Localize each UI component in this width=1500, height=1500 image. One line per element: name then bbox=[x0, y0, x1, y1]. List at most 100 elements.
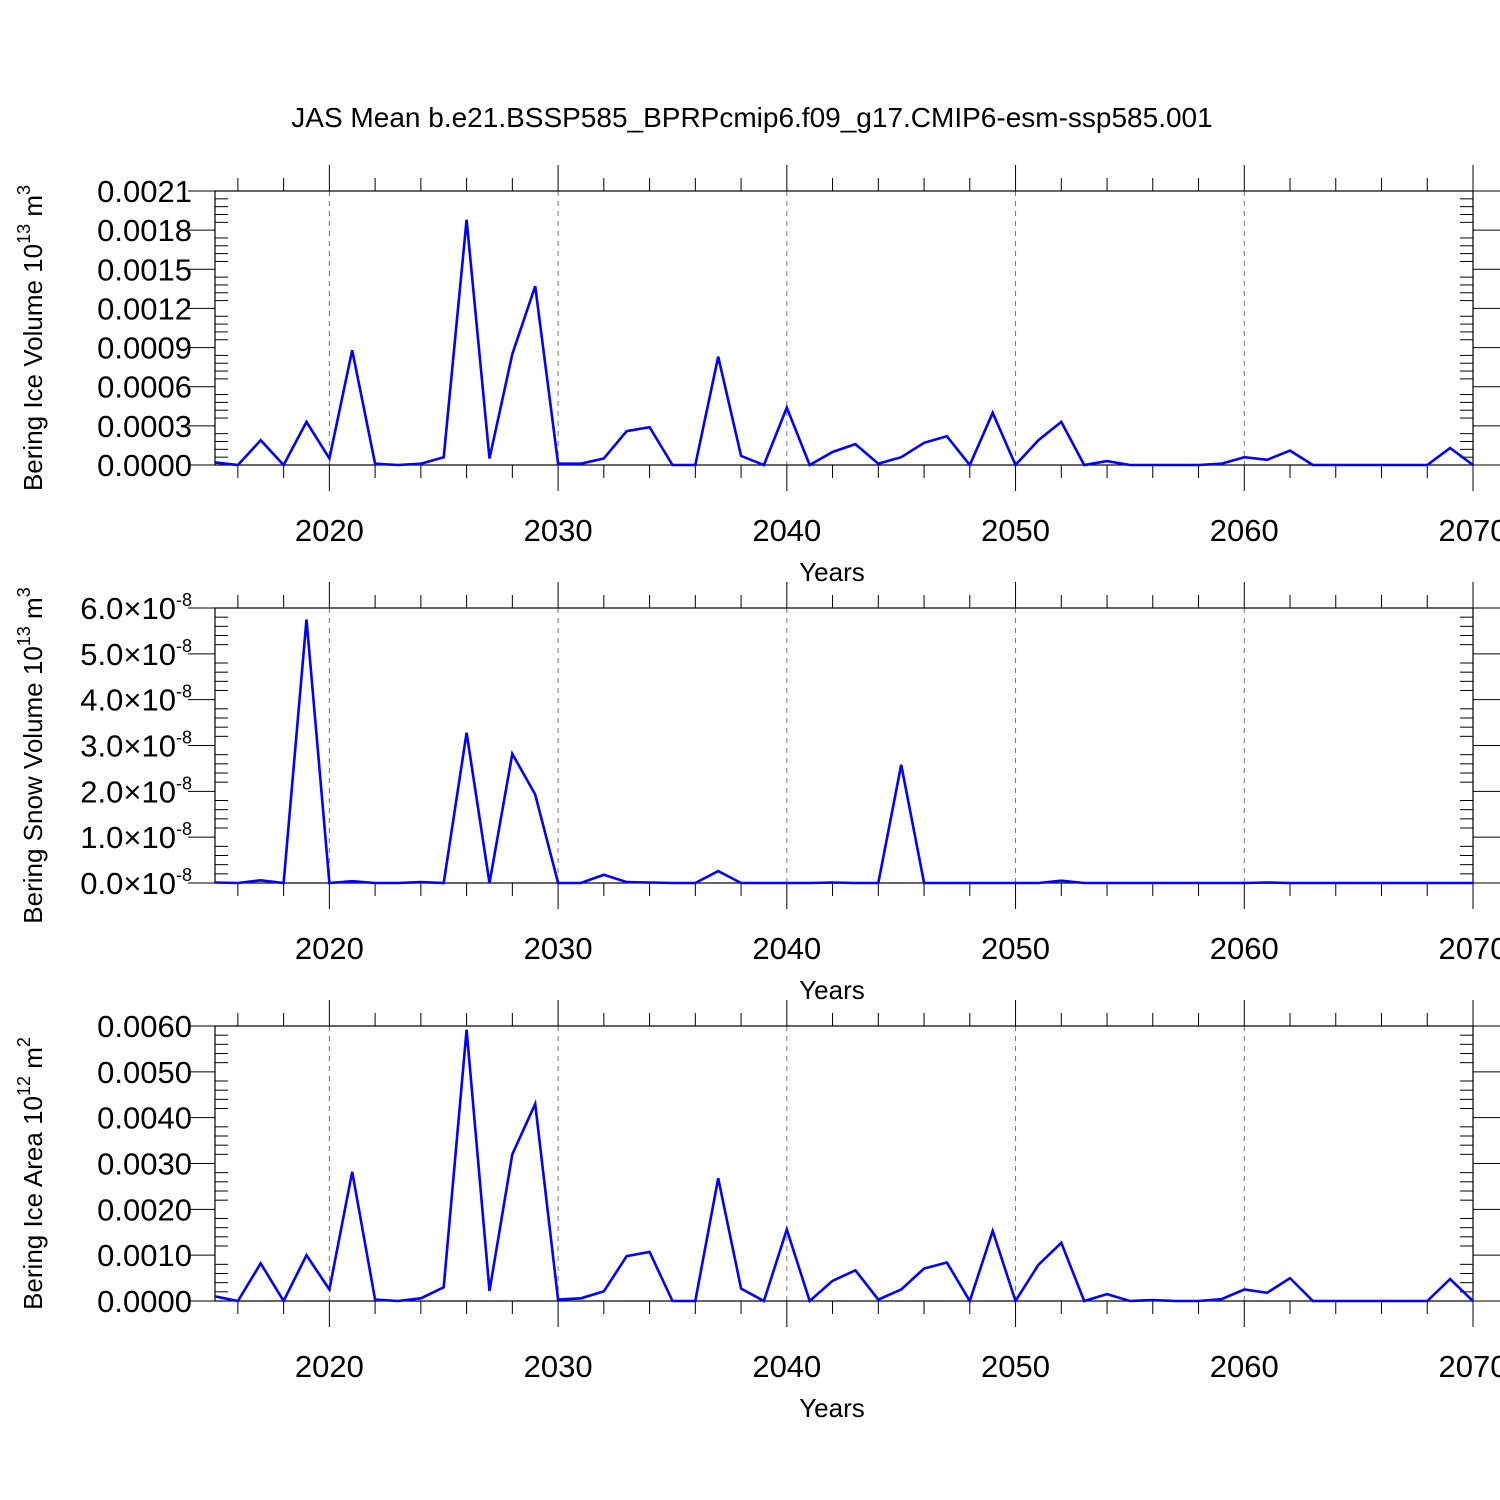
chart-panel-3: 0.0000 0.0010 0.0020 0.0030 0.0040 0.0050 0.00… bbox=[14, 1000, 1500, 1423]
y-tick-label: 0.0003 bbox=[97, 409, 192, 444]
y-tick-label-value: 0.0000 bbox=[97, 1284, 192, 1319]
y-axis-title-unit: m bbox=[18, 597, 48, 626]
y-tick-label: 0.0018 bbox=[97, 213, 192, 248]
plot-frame bbox=[214, 607, 1474, 884]
y-axis-title-exponent: 12 bbox=[14, 1076, 34, 1096]
y-tick-label-value: 0.0040 bbox=[97, 1101, 192, 1136]
series-line bbox=[214, 219, 1474, 468]
y-axis-title-unit: m bbox=[18, 1047, 48, 1076]
y-tick-label: 0.0006 bbox=[97, 370, 192, 405]
y-tick-label-value: 0.0010 bbox=[97, 1238, 192, 1273]
y-tick-label-value: 3.0 bbox=[80, 729, 123, 764]
plot-frame bbox=[214, 190, 1474, 466]
y-tick-label-multiplier: ×10 bbox=[123, 637, 176, 672]
x-tick-label: 2040 bbox=[752, 1349, 821, 1384]
y-tick-label: 0.0021 bbox=[97, 174, 192, 209]
y-axis-title-text: Bering Ice Volume 10 bbox=[18, 244, 48, 491]
y-axis-title: Bering Ice Area 1012 m2 bbox=[14, 1037, 48, 1310]
y-tick-label-value: 0.0021 bbox=[97, 174, 192, 209]
y-tick-label: 4.0×10-8 bbox=[80, 682, 192, 718]
x-tick-label: 2070 bbox=[1439, 513, 1500, 548]
y-axis-title-text: Bering Snow Volume 10 bbox=[18, 646, 48, 924]
x-tick-label: 2020 bbox=[295, 931, 364, 966]
y-tick-label: 3.0×10-8 bbox=[80, 728, 192, 764]
y-tick-label-value: 0.0030 bbox=[97, 1147, 192, 1182]
y-tick-label-value: 0.0018 bbox=[97, 213, 192, 248]
y-tick-label-value: 0.0003 bbox=[97, 409, 192, 444]
y-tick-label: 0.0009 bbox=[97, 331, 192, 366]
y-axis-title: Bering Ice Volume 1013 m3 bbox=[14, 185, 48, 491]
y-tick-label-exponent: -8 bbox=[176, 636, 192, 656]
y-axis-title-unit-exponent: 2 bbox=[14, 1037, 34, 1047]
y-tick-label: 0.0040 bbox=[97, 1101, 192, 1136]
y-tick-label-multiplier: ×10 bbox=[123, 683, 176, 718]
y-axis-title-unit-exponent: 3 bbox=[14, 185, 34, 195]
y-tick-label: 0.0060 bbox=[97, 1009, 192, 1044]
x-tick-label: 2070 bbox=[1439, 1349, 1500, 1384]
y-tick-label-value: 0.0060 bbox=[97, 1009, 192, 1044]
y-tick-label: 0.0×10-8 bbox=[80, 865, 192, 901]
y-tick-label-value: 2.0 bbox=[80, 774, 123, 809]
y-tick-label-multiplier: ×10 bbox=[123, 866, 176, 901]
x-tick-label: 2070 bbox=[1439, 931, 1500, 966]
x-tick-label: 2050 bbox=[981, 513, 1050, 548]
plot-frame bbox=[214, 1025, 1474, 1302]
y-tick-label: 0.0015 bbox=[97, 252, 192, 287]
y-tick-label-value: 4.0 bbox=[80, 683, 123, 718]
x-tick-label: 2040 bbox=[752, 513, 821, 548]
y-tick-label: 0.0010 bbox=[97, 1238, 192, 1273]
y-tick-label-exponent: -8 bbox=[176, 819, 192, 839]
y-tick-label-value: 6.0 bbox=[80, 591, 123, 626]
y-tick-label: 2.0×10-8 bbox=[80, 773, 192, 809]
y-tick-label-value: 0.0050 bbox=[97, 1055, 192, 1090]
chart-panel-1: 0.0000 0.0003 0.0006 0.0009 0.0012 0.0015 0.00… bbox=[14, 165, 1500, 587]
y-tick-label: 0.0030 bbox=[97, 1147, 192, 1182]
y-tick-label-exponent: -8 bbox=[176, 728, 192, 748]
y-tick-label: 0.0050 bbox=[97, 1055, 192, 1090]
y-tick-label-value: 5.0 bbox=[80, 637, 123, 672]
y-tick-label: 1.0×10-8 bbox=[80, 819, 192, 855]
series-line bbox=[214, 1029, 1474, 1305]
y-tick-label-value: 0.0000 bbox=[97, 448, 192, 483]
x-tick-label: 2030 bbox=[524, 513, 593, 548]
y-tick-label-value: 0.0009 bbox=[97, 331, 192, 366]
y-tick-label-value: 0.0015 bbox=[97, 252, 192, 287]
x-axis-title: Years bbox=[799, 975, 865, 1005]
y-tick-label: 5.0×10-8 bbox=[80, 636, 192, 672]
y-axis-title-exponent: 13 bbox=[14, 224, 34, 244]
x-tick-label: 2060 bbox=[1210, 1349, 1279, 1384]
x-tick-label: 2030 bbox=[524, 931, 593, 966]
y-tick-label-multiplier: ×10 bbox=[123, 820, 176, 855]
y-tick-label-multiplier: ×10 bbox=[123, 591, 176, 626]
x-tick-label: 2030 bbox=[524, 1349, 593, 1384]
x-tick-label: 2060 bbox=[1210, 513, 1279, 548]
x-tick-label: 2040 bbox=[752, 931, 821, 966]
y-axis-title-unit-exponent: 3 bbox=[14, 587, 34, 597]
chart-title: JAS Mean b.e21.BSSP585_BPRPcmip6.f09_g17… bbox=[291, 102, 1212, 133]
y-tick-label-exponent: -8 bbox=[176, 590, 192, 610]
y-axis-title-exponent: 13 bbox=[14, 626, 34, 646]
y-tick-label: 6.0×10-8 bbox=[80, 590, 192, 626]
y-tick-label-exponent: -8 bbox=[176, 865, 192, 885]
y-axis-title-unit: m bbox=[18, 195, 48, 224]
x-axis-title: Years bbox=[799, 557, 865, 587]
x-tick-label: 2050 bbox=[981, 931, 1050, 966]
y-tick-label-exponent: -8 bbox=[176, 682, 192, 702]
y-tick-label: 0.0020 bbox=[97, 1192, 192, 1227]
x-tick-label: 2020 bbox=[295, 513, 364, 548]
y-tick-label-multiplier: ×10 bbox=[123, 774, 176, 809]
y-tick-label: 0.0000 bbox=[97, 448, 192, 483]
y-tick-label-value: 0.0020 bbox=[97, 1192, 192, 1227]
y-tick-label-value: 0.0012 bbox=[97, 291, 192, 326]
y-axis-title-text: Bering Ice Area 10 bbox=[18, 1096, 48, 1310]
series-line bbox=[214, 619, 1473, 885]
x-tick-label: 2020 bbox=[295, 1349, 364, 1384]
y-tick-label-value: 0.0006 bbox=[97, 370, 192, 405]
y-tick-label-value: 0.0 bbox=[80, 866, 123, 901]
x-tick-label: 2050 bbox=[981, 1349, 1050, 1384]
y-tick-label: 0.0000 bbox=[97, 1284, 192, 1319]
y-tick-label: 0.0012 bbox=[97, 291, 192, 326]
x-tick-label: 2060 bbox=[1210, 931, 1279, 966]
y-tick-label-value: 1.0 bbox=[80, 820, 123, 855]
